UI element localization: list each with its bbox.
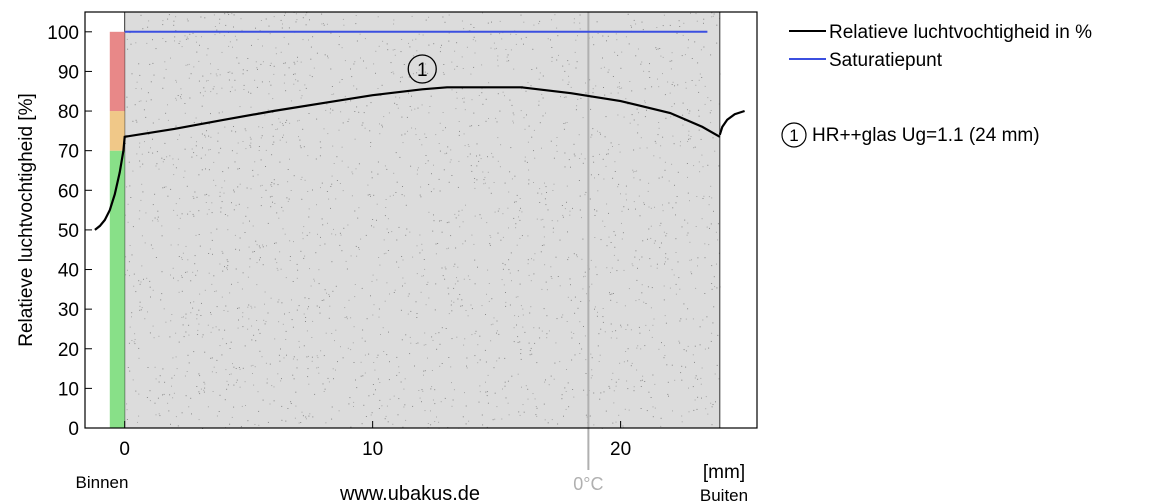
y-axis-label: Relatieve luchtvochtigheid [%] [16, 93, 37, 346]
y-tick-label-8: 80 [58, 102, 79, 123]
series-line-0 [94, 86, 721, 231]
x-tick-label-0: 0 [119, 439, 130, 460]
layer-group [124, 12, 721, 429]
layer-number-circle [407, 54, 437, 84]
layer-number-label: 1 [417, 60, 428, 81]
legend-label-1: Saturatiepunt [829, 50, 943, 71]
y-tick-label-0: 0 [68, 419, 79, 440]
annotations: Binnen Buiten www.ubakus.de [76, 473, 749, 504]
zero-degree-group: 0°C [573, 12, 603, 494]
axes-group: 0 10 20 30 40 50 60 70 80 90 100 0 10 20 Relatieve luc… [16, 11, 758, 483]
colorbar-zone-0 [109, 150, 125, 428]
series-lines: 1 [94, 30, 745, 231]
y-tick-label-6: 60 [58, 181, 79, 202]
legend: Relatieve luchtvochtigheid in % Saturatie… [781, 22, 1092, 148]
y-tick-label-5: 50 [58, 221, 79, 242]
y-tick-label-7: 70 [58, 142, 79, 163]
y-tick-label-9: 90 [58, 62, 79, 83]
x-axis-label: [mm] [703, 462, 745, 483]
zero-degree-label: 0°C [573, 474, 603, 494]
y-tick-label-4: 40 [58, 261, 79, 282]
y-tick-label-1: 10 [58, 379, 79, 400]
website-label: www.ubakus.de [339, 483, 480, 504]
layer-legend-number: 1 [789, 126, 798, 145]
layer-legend-circle [781, 122, 807, 148]
inside-label: Binnen [76, 473, 129, 492]
y-tick-label-3: 30 [58, 300, 79, 321]
colorbar-zone-2 [109, 31, 125, 112]
x-tick-label-1: 10 [362, 439, 383, 460]
layer-texture [124, 12, 721, 429]
outside-label: Buiten [700, 486, 748, 504]
colorbar-zones [109, 31, 125, 428]
series-line-1 [718, 109, 745, 136]
axes-frame [84, 11, 758, 429]
y-tick-label-10: 100 [47, 23, 79, 44]
layer-fill [124, 12, 720, 428]
layer-legend-name: HR++glas Ug=1.1 (24 mm) [812, 125, 1040, 146]
x-tick-label-2: 20 [610, 439, 631, 460]
y-tick-label-2: 20 [58, 340, 79, 361]
legend-label-0: Relatieve luchtvochtigheid in % [829, 22, 1092, 43]
colorbar-zone-1 [109, 111, 125, 151]
